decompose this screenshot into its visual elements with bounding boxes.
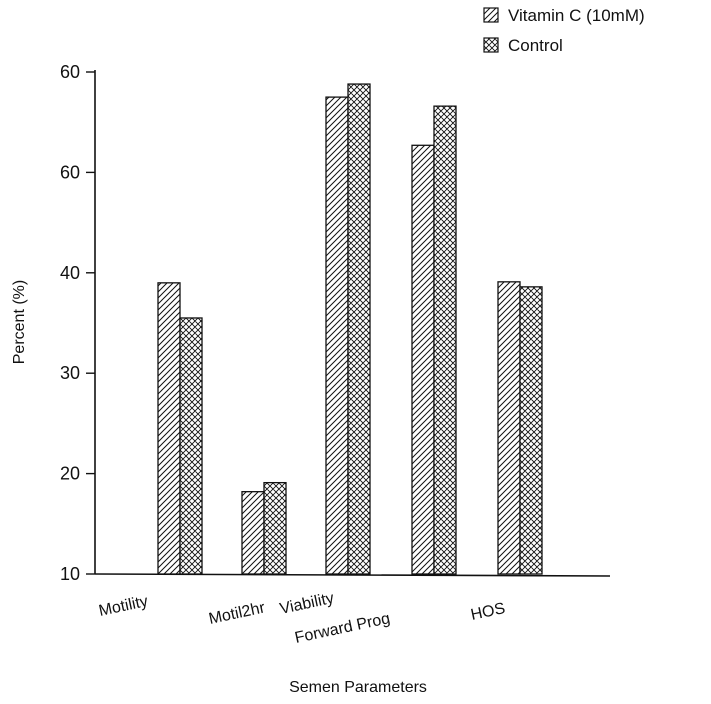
bar-vitamin-c	[241, 491, 265, 575]
bar-vitamin-c	[325, 96, 349, 575]
legend-item-control: Control	[483, 36, 563, 55]
legend-swatch-control	[483, 37, 499, 53]
bar-control	[433, 105, 457, 575]
y-tick-label: 20	[60, 464, 80, 484]
x-category-label: Motil2hr	[207, 599, 267, 628]
legend-item-vitamin-c: Vitamin C (10mM)	[483, 6, 645, 25]
bar-vitamin-c	[497, 281, 521, 575]
y-tick-label: 40	[60, 263, 80, 283]
x-category-label: Viability	[278, 590, 335, 618]
x-category-label: Forward Prog	[293, 610, 391, 647]
x-category-label: Motility	[97, 593, 149, 620]
y-ticks: 10 20 30 40 60 60	[60, 62, 95, 584]
bar-vitamin-c	[157, 282, 181, 575]
legend: Vitamin C (10mM) Control	[483, 6, 645, 55]
bar-control	[179, 317, 203, 575]
bar-vitamin-c	[411, 144, 435, 575]
bar-control	[263, 481, 287, 575]
y-tick-label: 30	[60, 363, 80, 383]
x-axis-title: Semen Parameters	[289, 679, 427, 696]
y-tick-label: 10	[60, 564, 80, 584]
y-tick-label: 60	[60, 62, 80, 82]
legend-label-control: Control	[508, 36, 563, 55]
legend-swatch-vitamin-c	[483, 7, 499, 23]
legend-label-vitamin-c: Vitamin C (10mM)	[508, 6, 645, 25]
bar-control	[519, 286, 543, 575]
x-category-label: HOS	[469, 600, 506, 624]
y-axis-title: Percent (%)	[11, 280, 28, 364]
bars	[157, 83, 543, 575]
bar-control	[347, 83, 371, 575]
y-tick-label: 60	[60, 162, 80, 182]
